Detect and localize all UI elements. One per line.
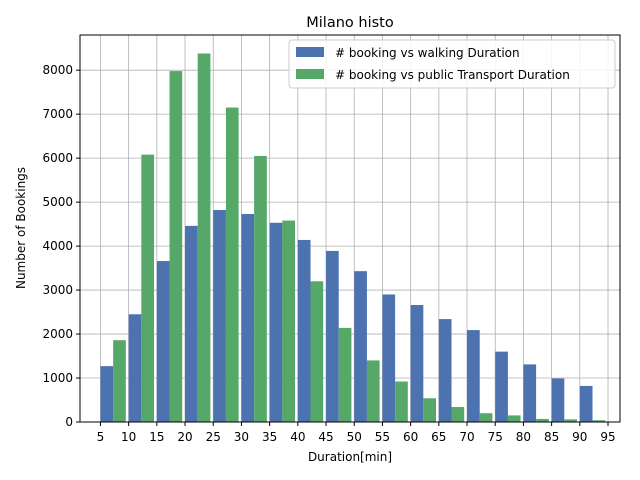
x-tick-label: 15 [149,430,164,444]
bar-public-transport [507,415,521,422]
bar-public-transport [366,360,380,422]
x-tick-label: 70 [459,430,474,444]
x-tick-label: 10 [121,430,136,444]
y-tick-label: 3000 [42,283,73,297]
bar-public-transport [169,71,183,422]
bar-walking [495,351,508,422]
bar-public-transport [141,154,155,423]
bar-walking [297,239,311,422]
bar-walking [354,271,367,422]
legend-box [288,39,616,89]
bar-walking [241,213,255,422]
bar-walking [551,378,565,422]
x-tick-label: 65 [431,430,446,444]
x-tick-label: 20 [177,430,192,444]
x-axis-title: Duration[min] [308,450,392,464]
bar-public-transport [564,419,577,422]
legend-swatch-walking [296,47,324,57]
bars [100,53,606,423]
y-axis-title: Number of Bookings [14,167,28,289]
bar-walking [185,225,198,422]
bar-public-transport [338,327,352,422]
bar-walking [523,364,537,422]
x-tick-label: 35 [262,430,277,444]
y-axis: 0 1000 2000 3000 4000 5000 6000 7000 8000 [42,63,80,429]
bar-walking [156,261,170,422]
bar-public-transport [113,340,126,422]
x-tick-label: 80 [516,430,531,444]
x-tick-label: 75 [488,430,503,444]
legend-label-walking: # booking vs walking Duration [335,46,520,60]
bar-public-transport [451,407,465,422]
bar-walking [213,210,226,422]
bar-public-transport [536,418,549,422]
bar-public-transport [197,53,211,422]
y-tick-label: 5000 [42,195,73,209]
legend: # booking vs walking Duration # booking … [288,39,616,89]
x-tick-label: 55 [375,430,390,444]
bar-public-transport [282,220,296,422]
bar-walking [100,366,114,422]
bar-walking [438,319,452,422]
x-tick-label: 60 [403,430,418,444]
legend-swatch-public-transport [296,69,324,79]
bar-walking [269,222,283,422]
chart-title: Milano histo [306,15,394,31]
y-tick-label: 8000 [42,63,73,77]
legend-label-public-transport: # booking vs public Transport Duration [335,68,570,82]
bar-public-transport [423,398,437,422]
plot-frame [79,34,621,423]
x-tick-label: 30 [234,430,249,444]
bar-walking [467,330,480,422]
x-tick-label: 5 [97,430,105,444]
bar-public-transport [254,155,267,422]
x-axis: 5 10 15 20 25 30 35 40 45 50 55 60 65 70 75 80 85 90 95 [97,422,616,444]
bar-public-transport [592,420,606,422]
x-tick-label: 85 [544,430,559,444]
y-tick-label: 0 [65,415,73,429]
bar-public-transport [395,381,408,422]
y-tick-label: 7000 [42,107,73,121]
bar-public-transport [479,413,493,422]
bar-public-transport [310,281,324,422]
x-tick-label: 40 [290,430,305,444]
bar-public-transport [225,107,239,422]
bar-walking [579,385,593,422]
y-tick-label: 6000 [42,151,73,165]
x-tick-label: 90 [572,430,587,444]
bar-walking [382,294,396,422]
x-tick-label: 50 [347,430,362,444]
y-tick-label: 2000 [42,327,73,341]
bar-walking [326,250,339,422]
bar-walking [410,305,424,422]
y-tick-label: 1000 [42,371,73,385]
y-tick-label: 4000 [42,239,73,253]
bar-walking [128,314,142,422]
x-tick-label: 25 [206,430,221,444]
x-tick-label: 95 [600,430,615,444]
x-tick-label: 45 [318,430,333,444]
